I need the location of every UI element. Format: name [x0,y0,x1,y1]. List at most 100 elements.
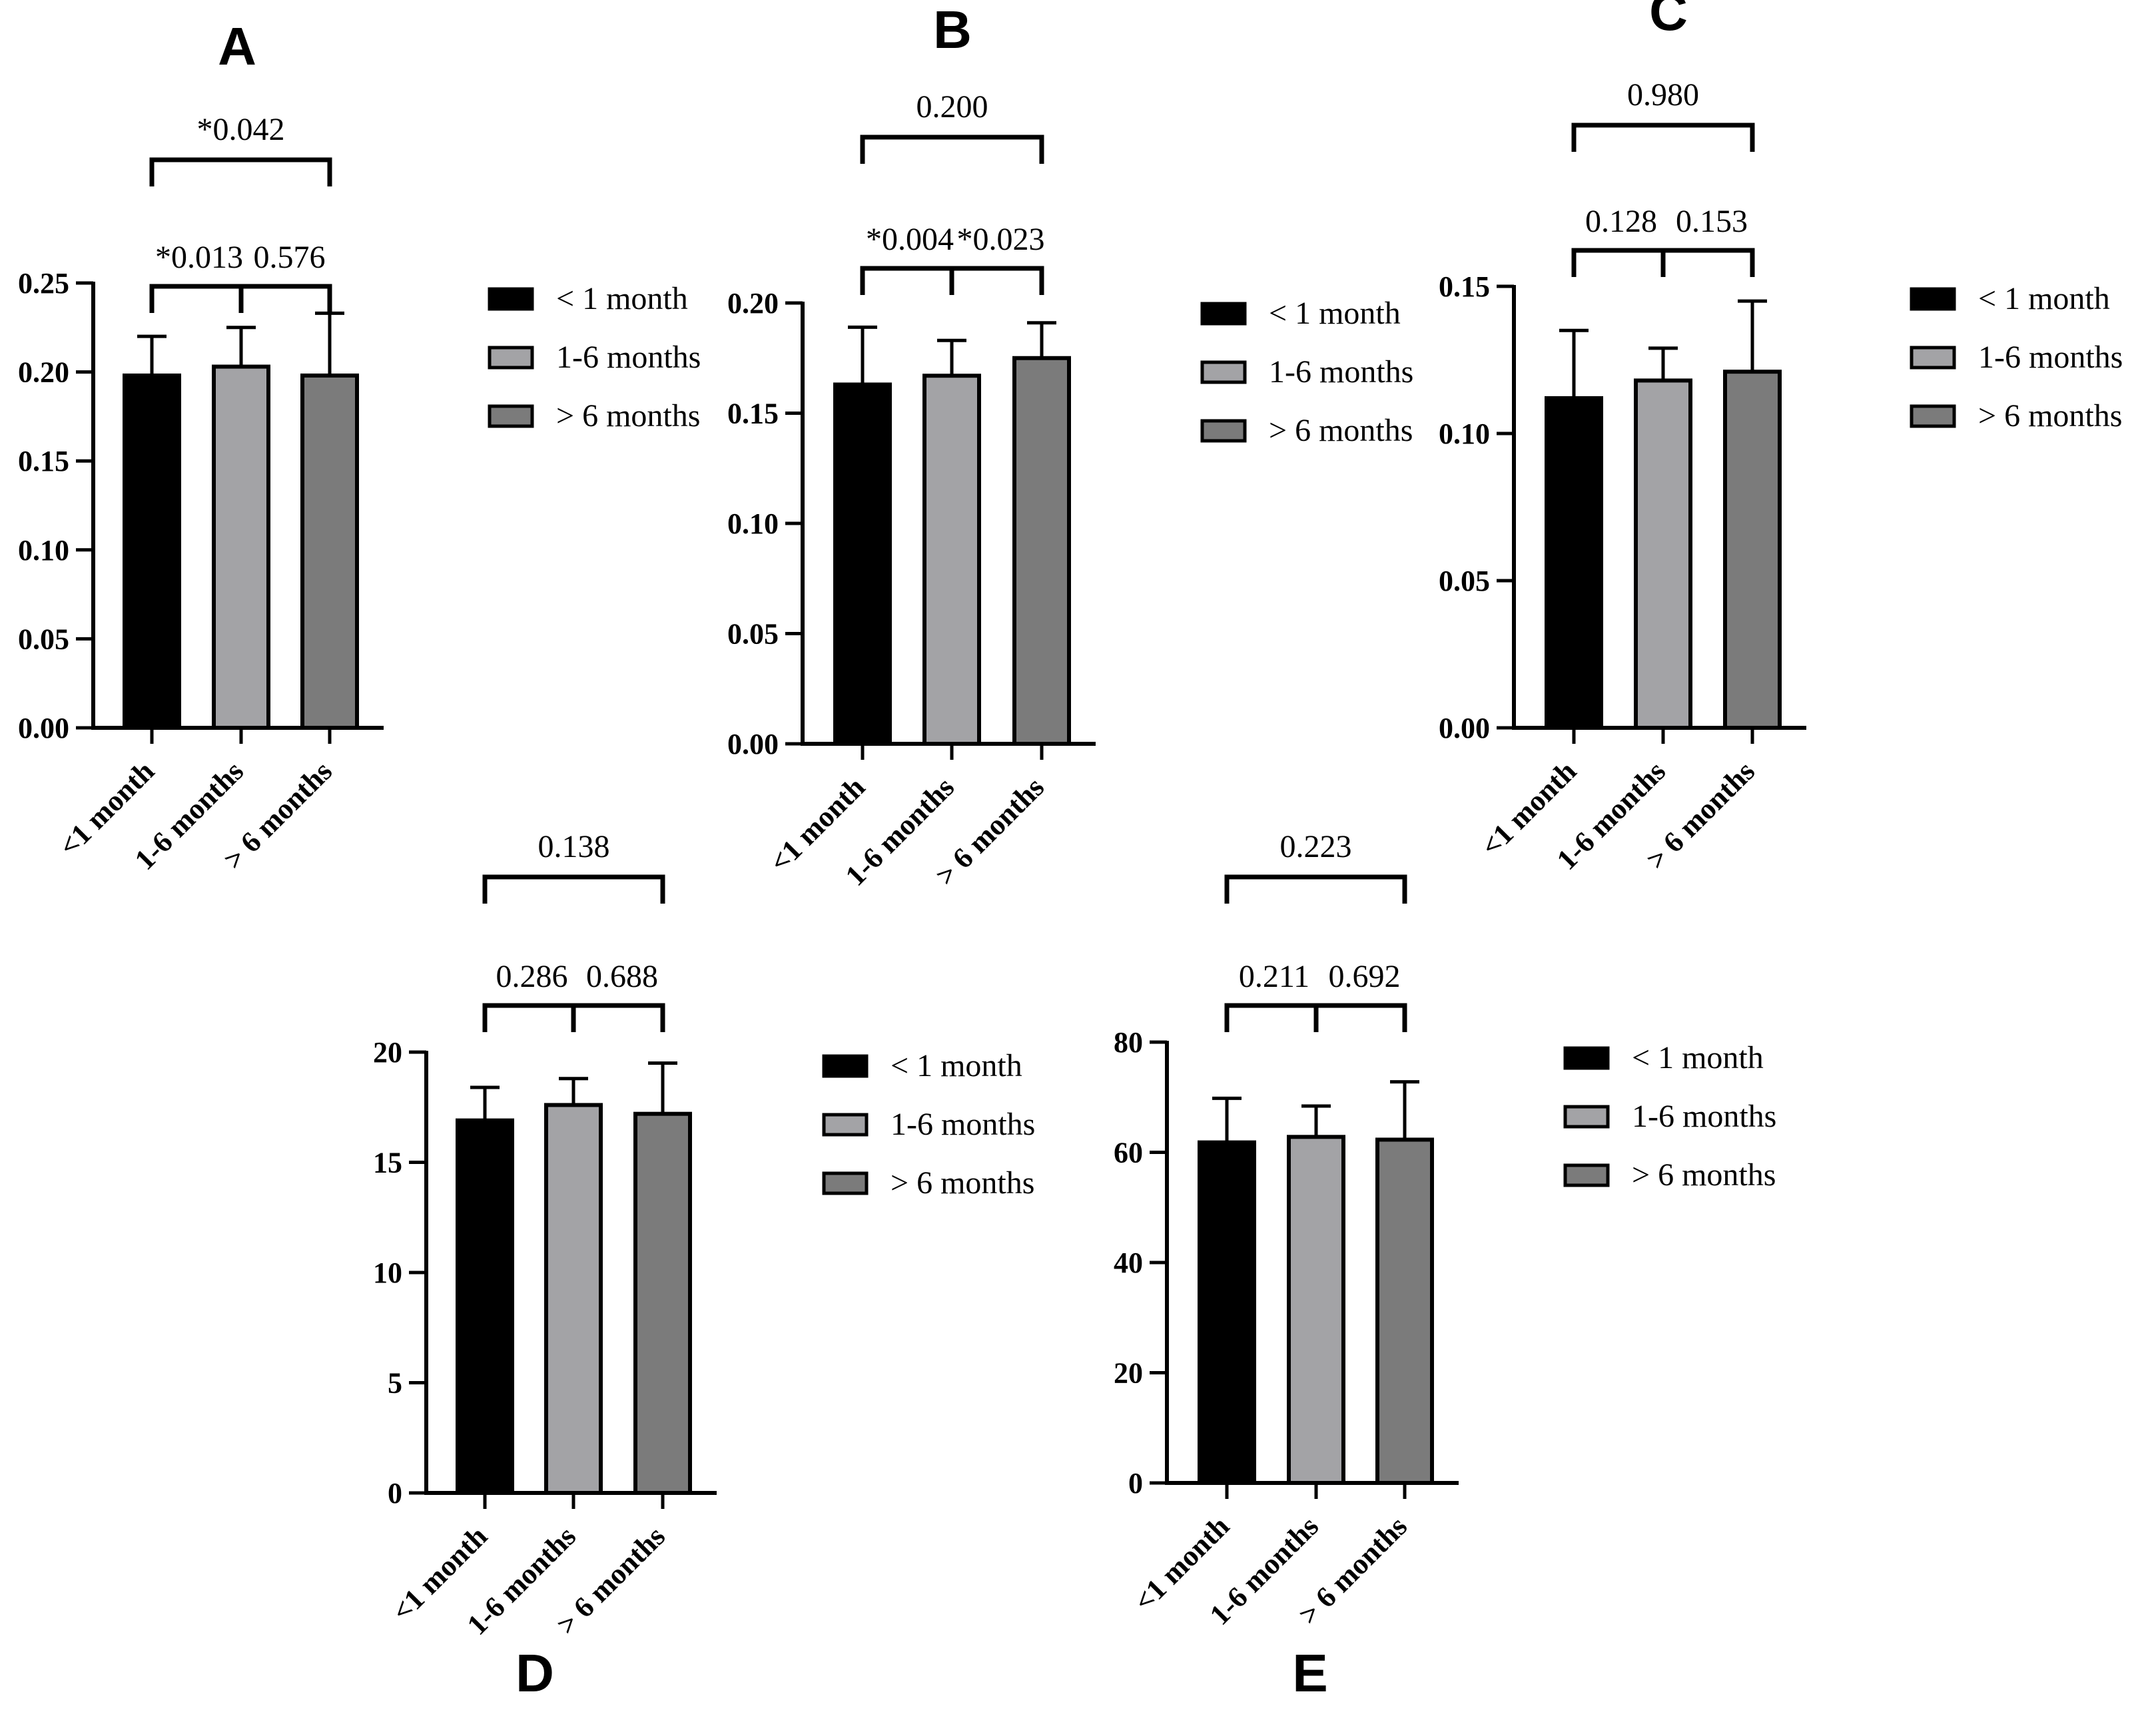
y-tick-label: 60 [1114,1137,1143,1169]
panel-letter: E [1292,1643,1327,1703]
bar-2 [922,374,981,746]
bar-3 [1723,370,1782,730]
p-value-right: 0.576 [254,240,326,275]
bracket-pairs [1224,1003,1407,1032]
bracket-pairs [149,284,332,313]
legend-label-1: < 1 month [1978,281,2110,316]
bracket-outer [860,135,1044,164]
p-value-outer: 0.980 [1627,77,1699,113]
y-tick-label: 5 [388,1367,402,1400]
p-value-left: *0.013 [155,240,243,275]
p-value-right: 0.688 [586,959,658,994]
y-tick-label: 0.20 [727,287,779,320]
legend-label-1: < 1 month [1632,1040,1764,1075]
y-tick-label: 0.00 [727,728,779,760]
p-value-outer: 0.138 [538,829,610,864]
y-tick-label: 0.05 [727,618,779,651]
bar-1 [1198,1140,1256,1485]
legend-swatch-2 [1563,1105,1610,1129]
y-tick-label: 0.20 [18,356,69,389]
legend-swatch-3 [1910,404,1956,428]
panel-letter: C [1649,0,1688,41]
p-value-outer: *0.042 [197,112,285,147]
bracket-outer [1571,123,1755,152]
y-tick-label: 0 [388,1477,402,1510]
legend-swatch-1 [1563,1046,1610,1070]
legend-label-3: > 6 months [1269,413,1413,448]
legend-swatch-1 [1910,287,1956,311]
y-tick-label: 0.15 [727,398,779,430]
legend-label-3: > 6 months [1632,1157,1776,1193]
y-tick-label: 20 [373,1036,402,1069]
y-tick-label: 0.00 [18,712,69,744]
y-tick-label: 0.15 [18,445,69,477]
bar-2 [1287,1135,1345,1485]
legend-label-1: < 1 month [1269,296,1401,331]
panel-letter: B [933,0,972,59]
bar-1 [456,1118,514,1495]
legend-label-2: 1-6 months [556,340,701,375]
y-tick-label: 10 [373,1257,402,1289]
legend-label-3: > 6 months [1978,398,2122,433]
bar-2 [212,364,270,730]
bracket-pairs [860,266,1044,295]
legend-label-1: < 1 month [891,1048,1022,1083]
bar-3 [1375,1137,1434,1485]
y-tick-label: 0.05 [18,623,69,655]
legend-swatch-3 [822,1171,869,1195]
bar-2 [1634,378,1692,730]
bar-2 [544,1103,603,1495]
bracket-outer [1224,874,1407,904]
legend-label-2: 1-6 months [891,1107,1035,1142]
p-value-left: 0.128 [1585,204,1657,239]
bar-1 [833,382,892,746]
bracket-pairs [482,1003,665,1032]
p-value-outer: 0.223 [1280,829,1352,864]
legend-swatch-1 [488,287,534,311]
legend-label-3: > 6 months [891,1165,1034,1201]
legend-label-1: < 1 month [556,281,688,316]
y-tick-label: 0.15 [1439,270,1490,303]
bar-1 [1545,396,1603,730]
legend-label-2: 1-6 months [1269,354,1413,390]
legend-swatch-3 [1563,1163,1610,1187]
y-tick-label: 0 [1128,1467,1143,1500]
y-tick-label: 0.10 [18,534,69,567]
bracket-outer [482,874,665,904]
y-tick-label: 0.10 [1439,418,1490,450]
legend-label-2: 1-6 months [1978,340,2123,375]
legend-label-3: > 6 months [556,398,700,433]
p-value-left: 0.286 [496,959,568,994]
bracket-pairs [1571,248,1755,277]
legend-swatch-2 [822,1113,869,1137]
legend-swatch-2 [488,346,534,370]
y-tick-label: 80 [1114,1026,1143,1059]
p-value-right: 0.692 [1329,959,1401,994]
p-value-left: *0.004 [866,222,954,257]
p-value-left: 0.211 [1239,959,1309,994]
bar-3 [633,1111,692,1496]
p-value-right: 0.153 [1676,204,1748,239]
bar-3 [300,373,359,730]
p-value-right: *0.023 [957,222,1045,257]
legend-swatch-1 [1200,302,1247,326]
legend-label-2: 1-6 months [1632,1099,1776,1134]
y-tick-label: 0.00 [1439,712,1490,744]
bracket-outer [149,157,332,186]
y-tick-label: 0.25 [18,267,69,300]
y-tick-label: 15 [373,1147,402,1179]
legend-swatch-2 [1910,346,1956,370]
y-tick-label: 0.10 [727,507,779,540]
p-value-outer: 0.200 [916,89,988,125]
legend-swatch-2 [1200,360,1247,384]
panel-letter: A [218,17,256,76]
legend-swatch-3 [488,404,534,428]
legend-swatch-1 [822,1054,869,1078]
panel-letter: D [516,1643,554,1703]
y-tick-label: 0.05 [1439,565,1490,597]
